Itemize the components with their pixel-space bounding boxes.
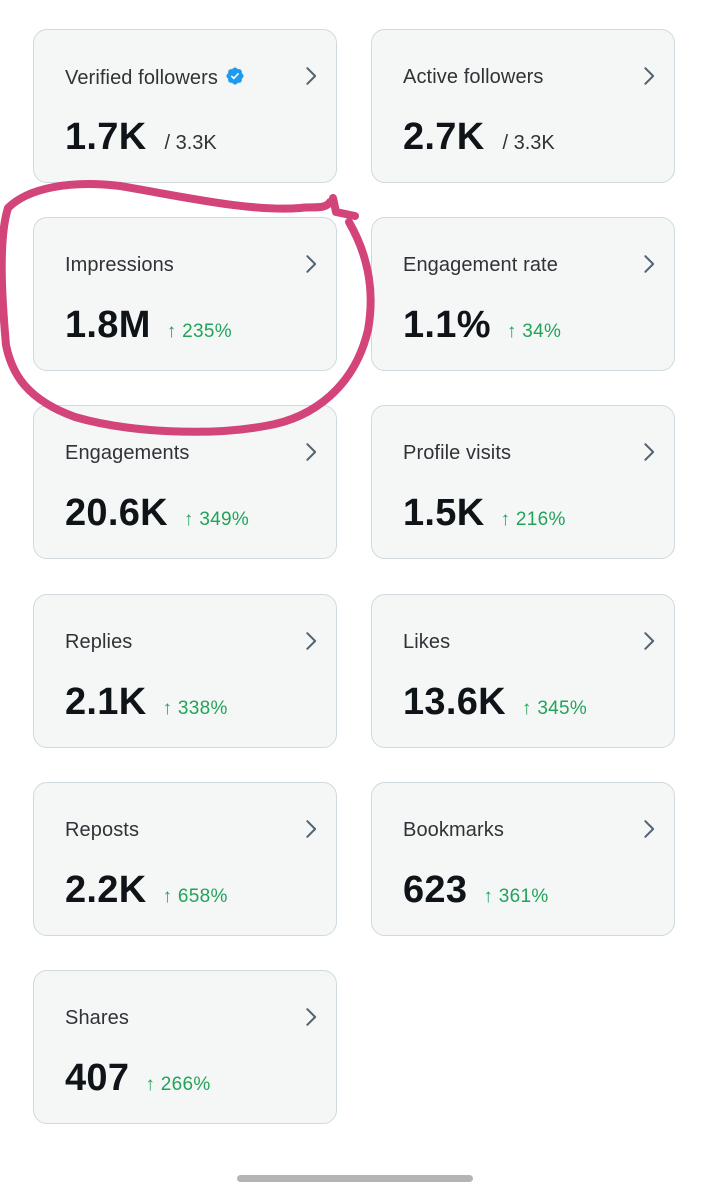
metric-label: Shares [65,1007,129,1029]
metric-label: Likes [403,631,451,653]
metric-value: 13.6K [403,681,506,723]
chevron-right-icon[interactable] [300,1006,322,1028]
up-arrow-icon: ↑ [162,886,173,907]
metric-value-row: 13.6K ↑ 345% [403,681,587,725]
card-replies[interactable]: Replies 2.1K ↑ 338% [33,594,337,748]
card-reposts[interactable]: Reposts 2.2K ↑ 658% [33,782,337,936]
chevron-right-icon[interactable] [638,818,660,840]
up-arrow-icon: ↑ [483,886,494,907]
metric-label: Replies [65,631,133,653]
metric-change: ↑ 266% [145,1074,211,1095]
up-arrow-icon: ↑ [166,321,177,342]
metric-value: 2.1K [65,681,147,723]
metric-value-row: 407 ↑ 266% [65,1057,211,1101]
chevron-right-icon[interactable] [300,630,322,652]
metric-value: 2.7K [403,116,485,158]
home-indicator[interactable] [237,1175,473,1182]
metric-change: ↑ 216% [500,509,566,530]
up-arrow-icon: ↑ [521,698,532,719]
card-active-followers[interactable]: Active followers 2.7K / 3.3K [371,29,675,183]
up-arrow-icon: ↑ [183,509,194,530]
chevron-right-icon[interactable] [638,253,660,275]
metric-value-row: 1.7K / 3.3K [65,116,217,160]
metric-change: ↑ 349% [183,509,250,530]
card-bookmarks[interactable]: Bookmarks 623 ↑ 361% [371,782,675,936]
metric-label: Reposts [65,819,140,841]
metric-change: ↑ 361% [483,886,549,907]
metric-value-row: 2.1K ↑ 338% [65,681,228,725]
metric-label: Engagement rate [403,254,558,276]
metric-value-row: 1.1% ↑ 34% [403,304,561,348]
metric-value: 1.7K [65,116,147,158]
metric-value-row: 20.6K ↑ 349% [65,492,249,536]
metric-label: Bookmarks [403,819,504,841]
chevron-right-icon[interactable] [638,441,660,463]
metric-value-row: 2.7K / 3.3K [403,116,555,160]
card-verified-followers[interactable]: Verified followers 1.7K / 3.3K [33,29,337,183]
metric-value: 1.1% [403,304,491,346]
metric-change: ↑ 658% [162,886,228,907]
up-arrow-icon: ↑ [145,1074,156,1095]
metric-value: 623 [403,869,468,911]
metric-value-row: 623 ↑ 361% [403,869,549,913]
metric-value: 1.5K [403,492,485,534]
metric-change: ↑ 235% [166,321,232,342]
metric-change: ↑ 338% [162,698,228,719]
verified-badge-icon [226,67,244,85]
metric-value-row: 1.5K ↑ 216% [403,492,566,536]
card-shares[interactable]: Shares 407 ↑ 266% [33,970,337,1124]
metric-label: Active followers [403,66,544,88]
chevron-right-icon[interactable] [300,441,322,463]
up-arrow-icon: ↑ [506,321,517,342]
up-arrow-icon: ↑ [500,509,511,530]
metric-value-row: 1.8M ↑ 235% [65,304,232,348]
card-impressions[interactable]: Impressions 1.8M ↑ 235% [33,217,337,371]
metric-value-row: 2.2K ↑ 658% [65,869,228,913]
metric-change: ↑ 345% [521,698,588,719]
chevron-right-icon[interactable] [300,65,322,87]
metric-value: 1.8M [65,304,151,346]
card-likes[interactable]: Likes 13.6K ↑ 345% [371,594,675,748]
chevron-right-icon[interactable] [638,65,660,87]
metric-value: 20.6K [65,492,168,534]
card-engagement-rate[interactable]: Engagement rate 1.1% ↑ 34% [371,217,675,371]
chevron-right-icon[interactable] [300,818,322,840]
metric-label: Profile visits [403,442,512,464]
chevron-right-icon[interactable] [300,253,322,275]
chevron-right-icon[interactable] [638,630,660,652]
up-arrow-icon: ↑ [162,698,173,719]
metric-label: Engagements [65,442,190,464]
metric-label: Impressions [65,254,174,276]
metric-total: / 3.3K [164,132,217,154]
card-engagements[interactable]: Engagements 20.6K ↑ 349% [33,405,337,559]
metric-value: 407 [65,1057,130,1099]
metric-value: 2.2K [65,869,147,911]
card-profile-visits[interactable]: Profile visits 1.5K ↑ 216% [371,405,675,559]
metric-total: / 3.3K [502,132,555,154]
metric-change: ↑ 34% [506,321,562,342]
metric-label: Verified followers [65,66,245,90]
